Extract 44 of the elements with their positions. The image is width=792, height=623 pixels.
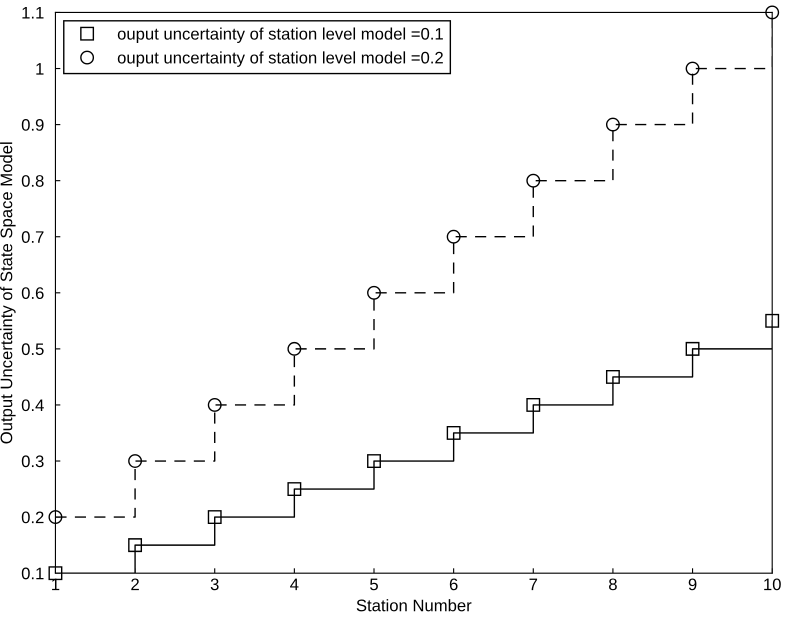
y-tick-label: 0.6 xyxy=(22,287,44,300)
point xyxy=(446,230,461,244)
x-tick-label: 8 xyxy=(609,578,617,590)
point xyxy=(606,370,620,384)
y-tick-label: 0.5 xyxy=(22,343,44,356)
point xyxy=(686,342,700,356)
x-tick-label: 7 xyxy=(530,578,538,590)
point xyxy=(765,6,780,20)
x-tick-label: 2 xyxy=(131,578,139,590)
point xyxy=(287,342,302,356)
y-axis-title: Output Uncertainty of State Space Model xyxy=(0,142,16,444)
point xyxy=(208,510,222,524)
y-tick-label: 0.2 xyxy=(22,511,44,524)
legend-label: ouput uncertainty of station level model =0.1 xyxy=(118,27,443,43)
y-tick-label: 0.7 xyxy=(22,231,44,243)
point xyxy=(446,426,461,440)
point xyxy=(128,538,142,552)
legend-label: ouput uncertainty of station level model =0.2 xyxy=(118,51,443,67)
y-tick-label: 0.4 xyxy=(22,399,44,412)
point xyxy=(48,566,62,580)
x-tick-label: 5 xyxy=(370,578,378,590)
x-tick-label: 3 xyxy=(210,578,219,590)
x-axis-title: Station Number xyxy=(356,599,472,612)
point xyxy=(48,510,62,524)
point xyxy=(765,314,780,328)
y-tick-label: 0.8 xyxy=(22,175,44,187)
point xyxy=(526,398,540,412)
x-tick-label: 4 xyxy=(290,578,299,590)
y-tick-label: 0.3 xyxy=(22,455,44,468)
point xyxy=(686,62,700,76)
point xyxy=(128,454,142,468)
y-tick-label: 0.9 xyxy=(22,119,44,131)
y-tick-label: 1 xyxy=(36,63,44,75)
point xyxy=(367,286,381,300)
point xyxy=(606,118,620,132)
point xyxy=(287,482,302,496)
point xyxy=(367,454,381,468)
y-tick-label: 1.1 xyxy=(22,7,44,18)
point xyxy=(208,398,222,412)
x-tick-label: 6 xyxy=(450,578,458,590)
x-tick-label: 9 xyxy=(688,578,696,590)
y-tick-label: 0.1 xyxy=(22,568,44,580)
point xyxy=(526,174,540,188)
x-tick-label: 10 xyxy=(764,578,781,590)
